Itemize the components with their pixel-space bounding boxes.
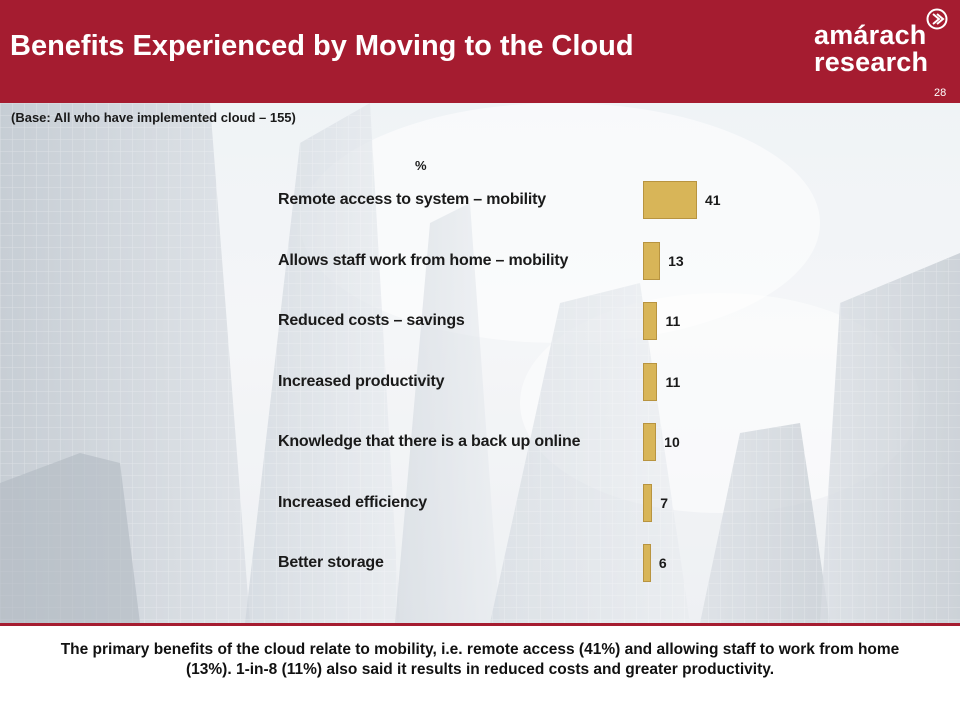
category-label: Increased efficiency xyxy=(278,493,427,511)
base-note: (Base: All who have implemented cloud – … xyxy=(11,110,296,125)
value-label: 7 xyxy=(660,494,669,511)
company-logo: amárach research xyxy=(814,22,928,76)
value-label: 10 xyxy=(664,434,680,450)
bar xyxy=(643,181,697,219)
category-label: Reduced costs – savings xyxy=(278,312,465,329)
bar xyxy=(643,544,651,582)
page-number: 28 xyxy=(934,87,947,99)
header-banner: Benefits Experienced by Moving to the Cl… xyxy=(0,0,960,103)
logo-line-2: research xyxy=(814,47,929,77)
bar xyxy=(643,483,653,522)
unit-label: % xyxy=(415,158,427,173)
value-label: 11 xyxy=(665,313,681,329)
value-label: 13 xyxy=(668,252,684,269)
bar xyxy=(643,241,661,280)
category-label: Remote access to system – mobility xyxy=(278,191,546,208)
summary-text: The primary benefits of the cloud relate… xyxy=(60,641,900,678)
bar xyxy=(643,302,658,340)
category-label: Knowledge that there is a back up online xyxy=(278,433,581,450)
bar xyxy=(643,423,657,461)
category-label: Increased productivity xyxy=(278,372,445,390)
page-title: Benefits Experienced by Moving to the Cl… xyxy=(10,30,634,62)
category-label: Allows staff work from home – mobility xyxy=(278,251,569,269)
logo-line-1: amárach xyxy=(814,20,927,50)
value-label: 6 xyxy=(658,555,667,571)
chevron-right-icon xyxy=(926,8,948,30)
bar xyxy=(643,362,658,401)
footer-divider xyxy=(0,623,960,626)
category-label: Better storage xyxy=(278,554,384,571)
value-label: 41 xyxy=(705,192,721,208)
value-label: 11 xyxy=(665,373,681,390)
background-photo-skyscrapers xyxy=(0,103,960,623)
